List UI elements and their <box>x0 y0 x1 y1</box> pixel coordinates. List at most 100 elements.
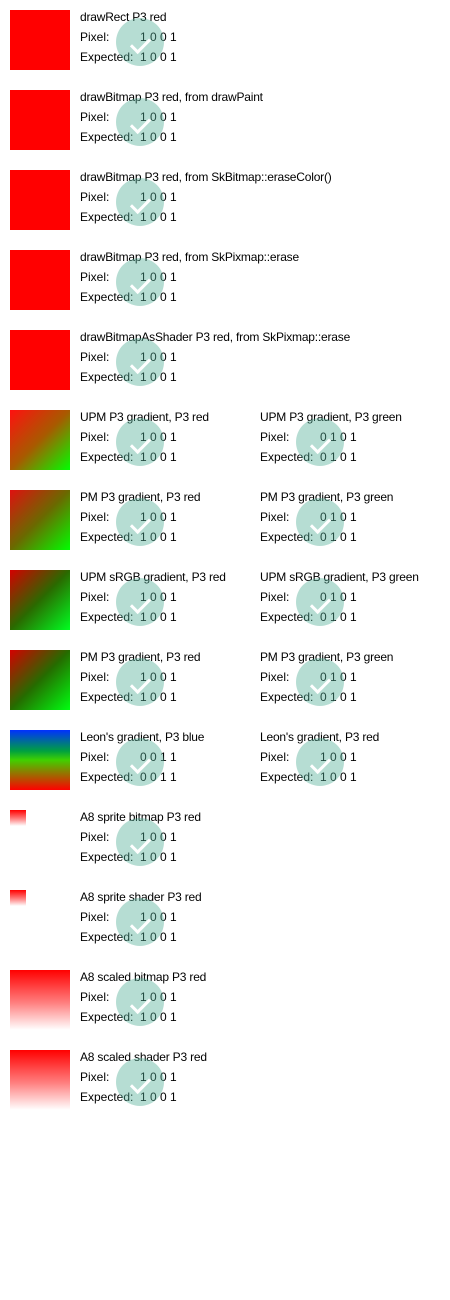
color-swatch <box>10 330 70 390</box>
color-swatch <box>10 810 26 826</box>
test-row: UPM sRGB gradient, P3 red Pixel: 1 0 0 1 Ex… <box>0 560 450 640</box>
pixel-value: 1 0 0 1 <box>140 910 177 924</box>
color-swatch <box>10 1050 70 1110</box>
pixel-label: Pixel: <box>260 670 290 684</box>
pixel-line: Pixel: 1 0 0 1 <box>80 270 177 284</box>
color-swatch <box>10 890 26 906</box>
test-entry: drawBitmap P3 red, from SkPixmap::erase P… <box>80 250 299 310</box>
test-title: PM P3 gradient, P3 red <box>80 490 201 504</box>
expected-line: Expected: 1 0 0 1 <box>80 290 177 304</box>
expected-label: Expected: <box>260 530 314 544</box>
test-entry: PM P3 gradient, P3 green Pixel: 0 1 0 1 Exp… <box>260 490 450 550</box>
test-title: UPM sRGB gradient, P3 red <box>80 570 226 584</box>
expected-label: Expected: <box>80 530 134 544</box>
pixel-label: Pixel: <box>260 510 290 524</box>
test-row: drawBitmap P3 red, from SkPixmap::erase P… <box>0 240 450 320</box>
pixel-line: Pixel: 1 0 0 1 <box>80 590 177 604</box>
pixel-label: Pixel: <box>80 110 110 124</box>
expected-line: Expected: 1 0 0 1 <box>80 450 177 464</box>
test-row: drawRect P3 red Pixel: 1 0 0 1 Expected: 1 0… <box>0 0 450 80</box>
expected-value: 1 0 0 1 <box>140 290 177 304</box>
test-entry: Leon's gradient, P3 blue Pixel: 0 0 1 1 Exp… <box>80 730 270 790</box>
pixel-line: Pixel: 1 0 0 1 <box>80 990 177 1004</box>
expected-value: 1 0 0 1 <box>140 690 177 704</box>
expected-line: Expected: 1 0 0 1 <box>80 50 177 64</box>
test-entry: PM P3 gradient, P3 red Pixel: 1 0 0 1 Expec… <box>80 490 270 550</box>
pixel-label: Pixel: <box>80 1070 110 1084</box>
expected-value: 1 0 0 1 <box>140 530 177 544</box>
expected-label: Expected: <box>80 1090 134 1104</box>
color-swatch <box>10 250 70 310</box>
expected-line: Expected: 1 0 0 1 <box>80 1090 177 1104</box>
pixel-value: 0 0 1 1 <box>140 750 177 764</box>
color-swatch <box>10 410 70 470</box>
pixel-label: Pixel: <box>80 350 110 364</box>
test-title: Leon's gradient, P3 blue <box>80 730 205 744</box>
pixel-label: Pixel: <box>80 30 110 44</box>
expected-label: Expected: <box>80 610 134 624</box>
test-title: drawBitmap P3 red, from drawPaint <box>80 90 263 104</box>
pixel-line: Pixel: 1 0 0 1 <box>80 430 177 444</box>
pixel-label: Pixel: <box>260 590 290 604</box>
test-title: A8 sprite bitmap P3 red <box>80 810 201 824</box>
test-row: PM P3 gradient, P3 red Pixel: 1 0 0 1 Expec… <box>0 640 450 720</box>
expected-line: Expected: 0 1 0 1 <box>260 610 357 624</box>
expected-line: Expected: 1 0 0 1 <box>80 930 177 944</box>
pixel-label: Pixel: <box>80 670 110 684</box>
expected-line: Expected: 1 0 0 1 <box>80 370 177 384</box>
test-title: PM P3 gradient, P3 green <box>260 490 394 504</box>
expected-value: 0 1 0 1 <box>320 690 357 704</box>
color-swatch <box>10 650 70 710</box>
expected-label: Expected: <box>80 290 134 304</box>
color-swatch <box>10 170 70 230</box>
pixel-label: Pixel: <box>260 430 290 444</box>
expected-label: Expected: <box>260 690 314 704</box>
pixel-value: 1 0 0 1 <box>320 750 357 764</box>
test-title: drawBitmapAsShader P3 red, from SkPixmap… <box>80 330 351 344</box>
pixel-label: Pixel: <box>80 430 110 444</box>
test-row: A8 scaled bitmap P3 red Pixel: 1 0 0 1 Expe… <box>0 960 450 1040</box>
expected-value: 0 1 0 1 <box>320 610 357 624</box>
expected-value: 1 0 0 1 <box>140 210 177 224</box>
pixel-label: Pixel: <box>80 910 110 924</box>
test-entry: UPM sRGB gradient, P3 red Pixel: 1 0 0 1 Ex… <box>80 570 270 630</box>
test-row: Leon's gradient, P3 blue Pixel: 0 0 1 1 Exp… <box>0 720 450 800</box>
pixel-value: 0 1 0 1 <box>320 670 357 684</box>
pixel-line: Pixel: 1 0 0 1 <box>80 670 177 684</box>
test-row: A8 scaled shader P3 red Pixel: 1 0 0 1 Expe… <box>0 1040 450 1120</box>
pixel-line: Pixel: 0 0 1 1 <box>80 750 177 764</box>
pixel-label: Pixel: <box>80 510 110 524</box>
pixel-label: Pixel: <box>80 270 110 284</box>
pixel-line: Pixel: 0 1 0 1 <box>260 670 357 684</box>
pixel-value: 1 0 0 1 <box>140 30 177 44</box>
expected-line: Expected: 1 0 0 1 <box>80 850 177 864</box>
test-title: UPM P3 gradient, P3 red <box>80 410 209 424</box>
expected-label: Expected: <box>80 1010 134 1024</box>
test-entry: A8 sprite bitmap P3 red Pixel: 1 0 0 1 Expe… <box>80 810 270 870</box>
test-entry: A8 scaled shader P3 red Pixel: 1 0 0 1 Expe… <box>80 1050 270 1110</box>
pixel-label: Pixel: <box>80 190 110 204</box>
expected-line: Expected: 0 1 0 1 <box>260 530 357 544</box>
test-entry: UPM sRGB gradient, P3 green Pixel: 0 1 0 1… <box>260 570 450 630</box>
test-entry: drawBitmapAsShader P3 red, from SkPixmap… <box>80 330 350 390</box>
pixel-value: 1 0 0 1 <box>140 990 177 1004</box>
expected-label: Expected: <box>260 770 314 784</box>
pixel-value: 1 0 0 1 <box>140 350 177 364</box>
pixel-label: Pixel: <box>80 750 110 764</box>
expected-label: Expected: <box>260 450 314 464</box>
test-entry: Leon's gradient, P3 red Pixel: 1 0 0 1 Expe… <box>260 730 450 790</box>
test-title: drawRect P3 red <box>80 10 167 24</box>
pixel-line: Pixel: 0 1 0 1 <box>260 430 357 444</box>
pixel-line: Pixel: 1 0 0 1 <box>80 350 177 364</box>
expected-label: Expected: <box>80 370 134 384</box>
pixel-label: Pixel: <box>80 590 110 604</box>
test-entry: UPM P3 gradient, P3 green Pixel: 0 1 0 1 Ex… <box>260 410 450 470</box>
expected-label: Expected: <box>80 130 134 144</box>
expected-label: Expected: <box>80 850 134 864</box>
expected-line: Expected: 1 0 0 1 <box>80 610 177 624</box>
test-entry: drawBitmap P3 red, from SkBitmap::eraseC… <box>80 170 332 230</box>
expected-value: 0 1 0 1 <box>320 530 357 544</box>
test-title: PM P3 gradient, P3 green <box>260 650 394 664</box>
pixel-value: 1 0 0 1 <box>140 430 177 444</box>
expected-line: Expected: 1 0 0 1 <box>80 130 177 144</box>
